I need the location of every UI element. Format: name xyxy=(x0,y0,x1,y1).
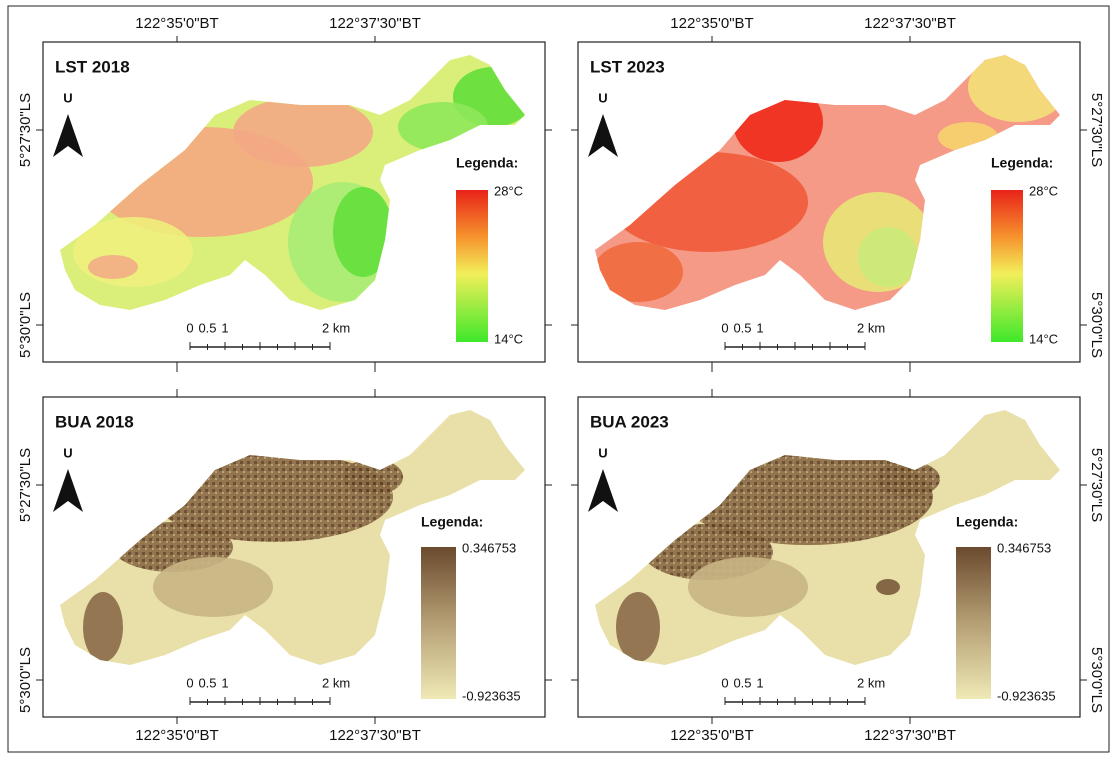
graticule-bottom: 122°35'0"BT xyxy=(135,727,218,744)
legend-ramp xyxy=(421,547,456,699)
legend-title: Legenda: xyxy=(956,514,1018,530)
graticule-bottom: 122°37'30"BT xyxy=(864,727,956,744)
graticule-bottom: 122°37'30"BT xyxy=(329,727,421,744)
legend-min: -0.923635 xyxy=(462,688,521,703)
area-patch xyxy=(688,557,808,617)
scale-label: 0 xyxy=(186,675,193,690)
area-patch xyxy=(88,255,138,279)
map-panel: LST 2018 U Legenda: 28°C 14°C 0 0.5 1 2 km xyxy=(43,42,545,362)
scale-label: 0 xyxy=(721,675,728,690)
graticule-top: 122°37'30"BT xyxy=(864,15,956,32)
graticule-bottom: 122°35'0"BT xyxy=(670,727,753,744)
graticule-right: 5°27'30"LS xyxy=(1088,448,1105,522)
legend-ramp xyxy=(991,190,1023,342)
legend-ramp xyxy=(956,547,991,699)
north-label: U xyxy=(63,90,72,105)
graticule-right: 5°30'0"LS xyxy=(1088,292,1105,358)
area-patch xyxy=(153,557,273,617)
scale-label: 0.5 xyxy=(733,320,751,335)
graticule-left: 5°30'0"LS xyxy=(17,292,34,358)
map-panel: LST 2023 U Legenda: 28°C 14°C 0 0.5 1 2 km xyxy=(578,42,1080,362)
map-figure: LST 2018ULegenda:28°C14°C00.512 kmLST 20… xyxy=(0,0,1117,758)
map-panel: BUA 2018 U Legenda: 0.346753 -0.923635 0 0.5 1 2… xyxy=(43,397,545,717)
scale-label: 2 km xyxy=(857,675,885,690)
graticule-left: 5°30'0"LS xyxy=(17,647,34,713)
scale-label: 2 km xyxy=(322,320,350,335)
area-patch xyxy=(858,227,918,287)
scale-label: 0.5 xyxy=(198,675,216,690)
panel-title: BUA 2018 xyxy=(55,412,134,431)
scale-label: 0 xyxy=(186,320,193,335)
legend-min: 14°C xyxy=(1029,331,1058,346)
graticule-top: 122°35'0"BT xyxy=(670,15,753,32)
panel-title: LST 2018 xyxy=(55,57,130,76)
north-label: U xyxy=(63,445,72,460)
north-label: U xyxy=(598,90,607,105)
scale-label: 0.5 xyxy=(733,675,751,690)
map-panel: BUA 2023 U Legenda: 0.346753 -0.923635 0 0.5 1 2… xyxy=(578,397,1080,717)
legend-min: -0.923635 xyxy=(997,688,1056,703)
scale-label: 1 xyxy=(221,675,228,690)
graticule-right: 5°27'30"LS xyxy=(1088,93,1105,167)
legend-max: 28°C xyxy=(1029,183,1058,198)
scale-label: 1 xyxy=(221,320,228,335)
legend-max: 0.346753 xyxy=(997,540,1051,555)
panel-title: LST 2023 xyxy=(590,57,665,76)
scale-label: 2 km xyxy=(857,320,885,335)
panel-title: BUA 2023 xyxy=(590,412,669,431)
legend-max: 0.346753 xyxy=(462,540,516,555)
legend-min: 14°C xyxy=(494,331,523,346)
legend-ramp xyxy=(456,190,488,342)
scale-label: 1 xyxy=(756,675,763,690)
graticule-top: 122°35'0"BT xyxy=(135,15,218,32)
scale-label: 2 km xyxy=(322,675,350,690)
graticule-top: 122°37'30"BT xyxy=(329,15,421,32)
graticule-left: 5°27'30"LS xyxy=(17,93,34,167)
legend-title: Legenda: xyxy=(421,514,483,530)
legend-title: Legenda: xyxy=(991,155,1053,171)
scale-label: 0.5 xyxy=(198,320,216,335)
legend-title: Legenda: xyxy=(456,155,518,171)
legend-max: 28°C xyxy=(494,183,523,198)
north-label: U xyxy=(598,445,607,460)
area-patch xyxy=(83,592,123,662)
scale-label: 0 xyxy=(721,320,728,335)
area-patch xyxy=(233,97,373,167)
area-patch xyxy=(876,579,900,595)
scale-label: 1 xyxy=(756,320,763,335)
area-patch xyxy=(616,592,660,662)
graticule-left: 5°27'30"LS xyxy=(17,448,34,522)
graticule-right: 5°30'0"LS xyxy=(1088,647,1105,713)
